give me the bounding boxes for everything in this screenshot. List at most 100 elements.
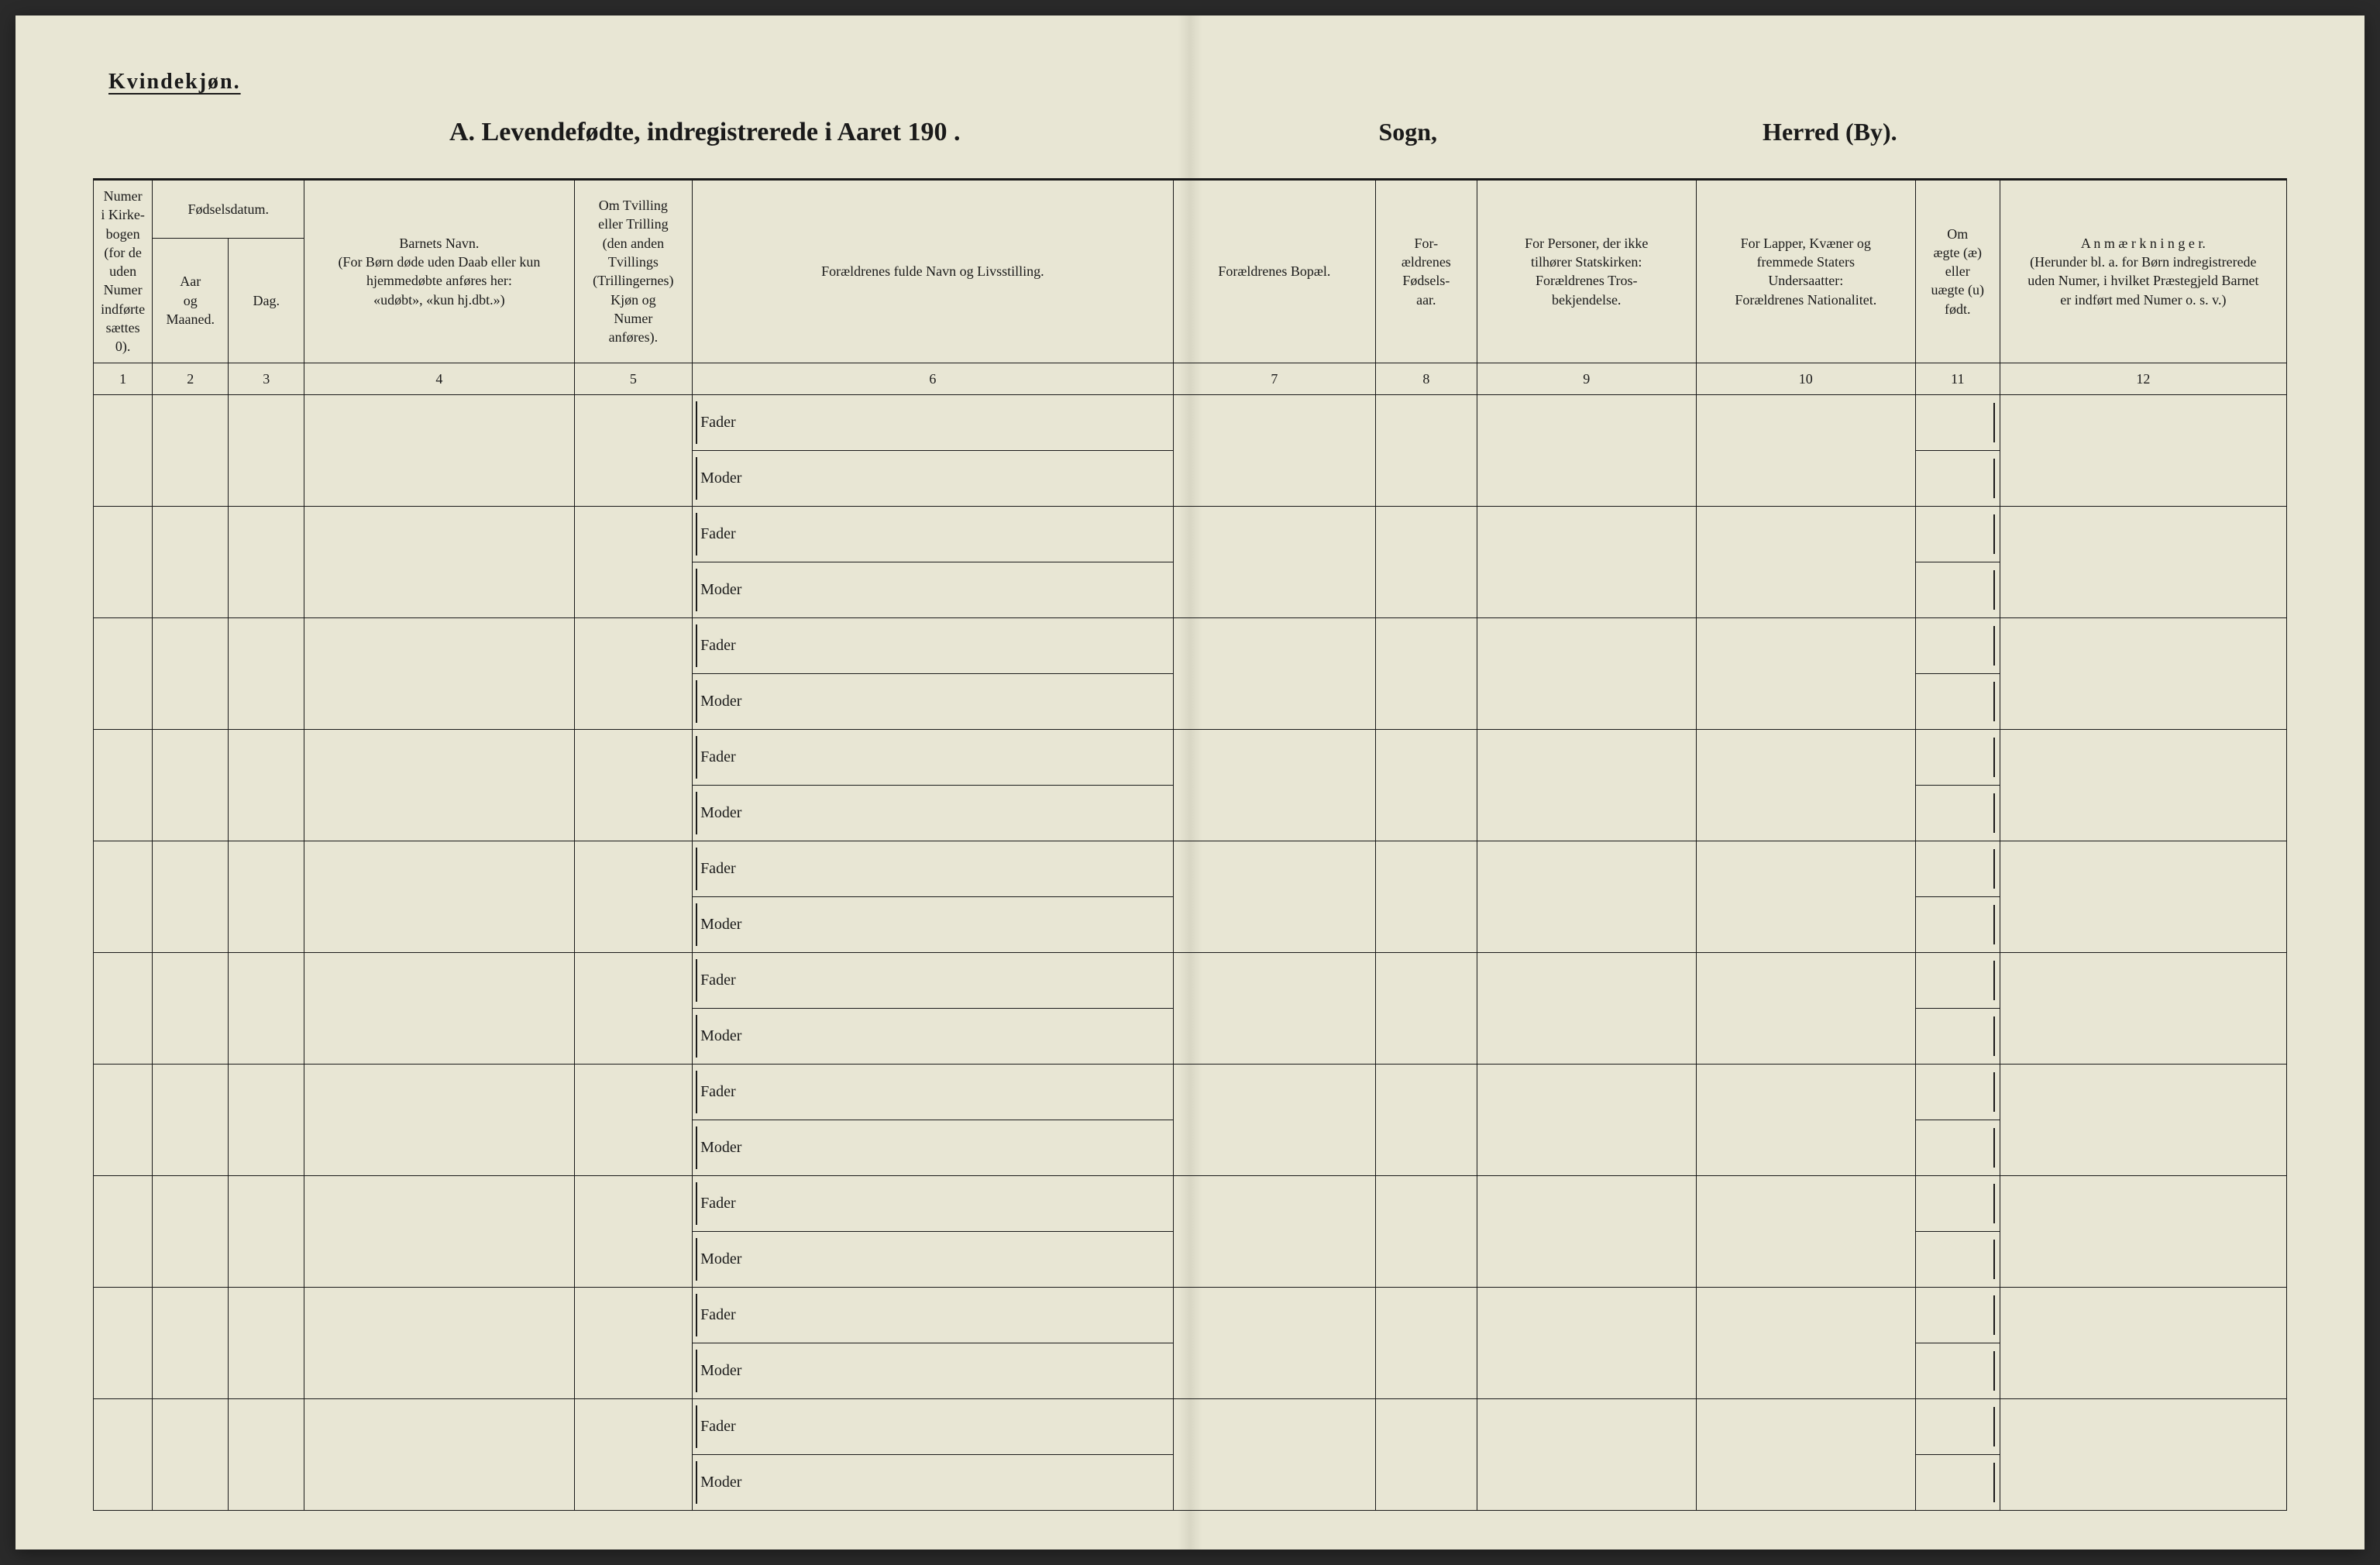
col-header-text: Forældrenes Bopæl. [1218,263,1330,279]
table-cell [2000,1175,2286,1287]
col-num: 3 [229,363,304,394]
table-cell [1376,506,1477,617]
table-cell [1915,785,2000,841]
table-cell: Fader [693,1175,1174,1231]
table-cell [229,394,304,506]
col-num: 5 [574,363,692,394]
table-cell [1477,1175,1696,1287]
table-cell [1915,1454,2000,1510]
table-cell: Moder [693,1231,1174,1287]
col-header-2: AarogMaaned. [153,238,229,363]
table-cell [153,1287,229,1398]
title-row: A. Levendefødte, indregistrerede i Aaret… [93,118,2287,147]
table-cell [1376,1287,1477,1398]
table-cell [2000,617,2286,729]
col-header-4: Barnets Navn.(For Børn døde uden Daab el… [304,180,574,363]
table-cell [304,952,574,1064]
table-cell [1376,394,1477,506]
col-num: 4 [304,363,574,394]
table-cell [1173,952,1375,1064]
table-row: Fader [94,1175,2287,1231]
document-page: Kvindekjøn. A. Levendefødte, indregistre… [15,15,2365,1550]
col-header-5: Om Tvillingeller Trilling(den andenTvill… [574,180,692,363]
table-cell [1696,729,1915,841]
col-header-10: For Lapper, Kvæner ogfremmede StatersUnd… [1696,180,1915,363]
col-header-text: For Lapper, Kvæner ogfremmede StatersUnd… [1735,236,1876,308]
col-header-text: For-ældrenesFødsels-aar. [1402,236,1451,308]
table-cell [1915,506,2000,562]
table-cell [1173,841,1375,952]
table-cell [1173,394,1375,506]
table-row: Fader [94,1398,2287,1454]
table-cell [229,1175,304,1287]
table-cell [1173,729,1375,841]
table-cell [153,841,229,952]
table-cell [1915,1175,2000,1231]
table-cell [1915,1231,2000,1287]
table-cell [1915,1287,2000,1343]
table-cell [1915,952,2000,1008]
table-cell [94,952,153,1064]
col-header-text: A n m æ r k n i n g e r.(Herunder bl. a.… [2027,236,2258,308]
col-header-6: Forældrenes fulde Navn og Livsstilling. [693,180,1174,363]
table-cell [153,1398,229,1510]
col-header-12: A n m æ r k n i n g e r.(Herunder bl. a.… [2000,180,2286,363]
herred-label: Herred (By). [1763,118,1897,146]
table-cell [94,1287,153,1398]
table-cell: Moder [693,896,1174,952]
table-cell: Fader [693,952,1174,1008]
table-cell [153,394,229,506]
col-num: 10 [1696,363,1915,394]
table-cell [1477,1287,1696,1398]
table-cell [1376,1398,1477,1510]
table-cell [574,952,692,1064]
table-cell [1477,617,1696,729]
table-cell [1376,617,1477,729]
table-cell [574,617,692,729]
table-cell [574,1398,692,1510]
table-cell [1915,562,2000,617]
table-cell [1915,617,2000,673]
table-cell [1173,1287,1375,1398]
table-row: Fader [94,394,2287,450]
col-num: 11 [1915,363,2000,394]
table-cell [1696,506,1915,617]
table-cell: Fader [693,394,1174,450]
col-header-text: Dag. [253,293,280,308]
table-cell [1477,1398,1696,1510]
table-cell [1915,841,2000,896]
table-cell [1173,617,1375,729]
table-cell [1915,1398,2000,1454]
table-row: Fader [94,1064,2287,1120]
table-cell [304,506,574,617]
table-cell [304,617,574,729]
table-cell [94,841,153,952]
table-cell [1477,394,1696,506]
main-title: A. Levendefødte, indregistrerede i Aaret… [449,118,960,147]
col-header-11: Omægte (æ)elleruægte (u)født. [1915,180,2000,363]
table-cell [229,617,304,729]
col-header-text: For Personer, der ikketilhører Statskirk… [1525,236,1648,308]
table-cell: Moder [693,1120,1174,1175]
table-cell [94,1398,153,1510]
table-cell [574,1287,692,1398]
col-header-9: For Personer, der ikketilhører Statskirk… [1477,180,1696,363]
table-cell [304,1064,574,1175]
table-cell [1915,1064,2000,1120]
table-cell: Fader [693,841,1174,896]
table-cell [304,1287,574,1398]
table-cell [1915,896,2000,952]
table-cell: Moder [693,673,1174,729]
table-cell: Fader [693,506,1174,562]
table-cell [94,506,153,617]
table-cell [1915,450,2000,506]
table-header: Numeri Kirke-bogen(for deudenNumerindfør… [94,180,2287,395]
table-cell [94,394,153,506]
table-cell [1477,952,1696,1064]
table-row: Fader [94,617,2287,673]
col-header-text: Omægte (æ)elleruægte (u)født. [1931,226,1984,317]
table-cell [2000,841,2286,952]
gender-label: Kvindekjøn. [108,70,2287,95]
table-cell [304,841,574,952]
table-cell: Fader [693,1398,1174,1454]
